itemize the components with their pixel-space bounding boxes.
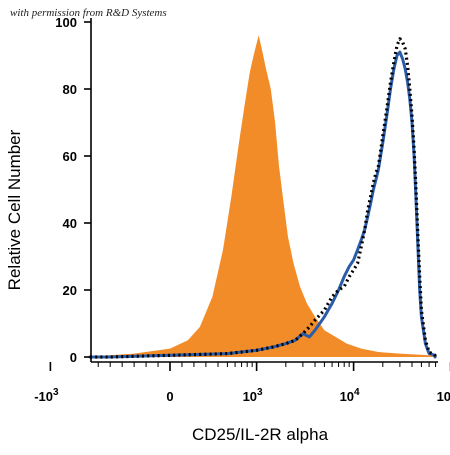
y-tick-label: 40 bbox=[63, 216, 77, 231]
y-tick-label: 100 bbox=[55, 15, 77, 30]
y-tick-label: 60 bbox=[63, 149, 77, 164]
y-tick-label: 80 bbox=[63, 82, 77, 97]
y-tick-label: 20 bbox=[63, 283, 77, 298]
histogram-fill-series bbox=[90, 35, 435, 358]
watermark-text: with permission from R&D Systems bbox=[10, 7, 167, 19]
histogram-line-series bbox=[88, 50, 437, 359]
x-tick-label: 105 bbox=[437, 387, 450, 404]
x-axis-label: CD25/IL-2R alpha bbox=[191, 425, 329, 444]
x-tick-label: 103 bbox=[243, 387, 263, 404]
x-tick-label: 0 bbox=[166, 389, 173, 404]
y-tick-label: 0 bbox=[70, 350, 77, 365]
x-tick-label: -103 bbox=[34, 387, 59, 404]
x-tick-label: 104 bbox=[340, 387, 360, 404]
